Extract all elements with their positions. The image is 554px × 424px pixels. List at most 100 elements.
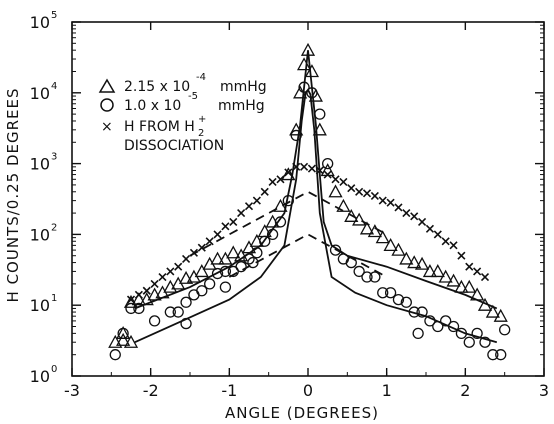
y-tick-exponent: 5 bbox=[51, 10, 57, 21]
y-tick-label: 10 bbox=[30, 296, 50, 315]
data-point-x bbox=[347, 184, 356, 193]
data-point-triangle bbox=[391, 242, 406, 256]
legend-triangle-exponent: -4 bbox=[196, 72, 206, 83]
data-point-circle bbox=[424, 315, 436, 327]
data-point-circle bbox=[266, 228, 279, 241]
data-point-triangle bbox=[344, 208, 359, 222]
data-point-circle bbox=[455, 327, 468, 340]
data-point-circle bbox=[322, 157, 334, 170]
data-point-triangle bbox=[123, 334, 139, 348]
legend-triangle-label: 2.15 x 10 bbox=[124, 79, 190, 95]
legend-circle-exponent: -5 bbox=[188, 91, 198, 102]
data-point-triangle bbox=[470, 287, 485, 301]
data-point-x bbox=[307, 164, 316, 173]
data-point-triangle bbox=[446, 273, 461, 287]
data-point-x bbox=[370, 191, 379, 200]
x-tick-label: 1 bbox=[382, 381, 392, 400]
data-point-x bbox=[213, 230, 222, 239]
data-point-circle bbox=[314, 108, 326, 120]
data-point-x bbox=[205, 237, 214, 246]
data-point-triangle bbox=[308, 88, 323, 102]
x-tick-label: 2 bbox=[460, 381, 470, 400]
x-tick-label: -2 bbox=[143, 381, 159, 400]
legend-triangle-unit: mmHg bbox=[220, 79, 267, 95]
legend-circle-unit: mmHg bbox=[218, 98, 265, 114]
data-point-circle bbox=[274, 216, 287, 228]
data-point-circle bbox=[148, 315, 161, 327]
data-point-triangle bbox=[462, 279, 477, 293]
data-point-triangle bbox=[241, 240, 257, 254]
data-point-circle bbox=[369, 271, 381, 283]
data-point-triangle bbox=[210, 251, 225, 265]
data-point-circle bbox=[400, 296, 412, 308]
data-point-triangle bbox=[116, 332, 131, 346]
legend-x-subscript: 2 bbox=[198, 128, 204, 139]
data-point-circle bbox=[416, 306, 428, 318]
data-point-x bbox=[410, 212, 419, 221]
data-point-circle bbox=[125, 302, 137, 315]
data-point-x bbox=[465, 262, 474, 271]
data-point-triangle bbox=[422, 264, 438, 278]
legend-triangle-marker bbox=[98, 78, 116, 93]
data-point-x bbox=[237, 209, 246, 218]
data-point-x bbox=[355, 187, 364, 196]
data-point-triangle bbox=[493, 308, 508, 322]
data-point-circle bbox=[133, 302, 145, 315]
data-point-circle bbox=[306, 87, 318, 99]
data-point-circle bbox=[117, 327, 129, 340]
data-point-triangle bbox=[273, 198, 288, 212]
legend-x-marker: × bbox=[101, 119, 113, 135]
data-point-x bbox=[134, 290, 143, 299]
data-point-x bbox=[433, 230, 442, 239]
y-tick-label: 10 bbox=[30, 84, 50, 103]
y-tick-label: 10 bbox=[30, 155, 50, 174]
data-point-circle bbox=[463, 336, 475, 348]
data-point-circle bbox=[432, 320, 444, 333]
data-point-circle bbox=[412, 327, 424, 340]
data-point-triangle bbox=[336, 198, 351, 212]
data-point-circle bbox=[180, 296, 192, 308]
data-point-x bbox=[425, 224, 434, 233]
data-point-x bbox=[182, 254, 191, 264]
data-point-triangle bbox=[477, 297, 493, 311]
data-point-circle bbox=[377, 287, 389, 299]
data-point-x bbox=[189, 248, 198, 257]
data-point-triangle bbox=[194, 264, 209, 278]
data-point-circle bbox=[392, 293, 405, 306]
data-point-x bbox=[276, 175, 285, 184]
data-point-circle bbox=[499, 324, 511, 336]
y-tick-exponent: 4 bbox=[51, 81, 57, 92]
data-point-x bbox=[260, 187, 269, 196]
y-tick-exponent: 2 bbox=[51, 222, 57, 233]
data-point-x bbox=[197, 243, 206, 252]
data-point-circle bbox=[259, 235, 271, 247]
data-point-x bbox=[441, 237, 450, 246]
data-point-x bbox=[268, 177, 277, 187]
fit-line bbox=[134, 88, 498, 344]
data-point-circle bbox=[290, 129, 302, 142]
data-point-x bbox=[402, 209, 411, 218]
data-point-triangle bbox=[454, 279, 469, 293]
data-point-triangle bbox=[296, 57, 312, 71]
data-point-x bbox=[378, 196, 387, 205]
data-point-circle bbox=[487, 349, 499, 361]
data-point-x bbox=[315, 166, 324, 175]
data-point-triangle bbox=[399, 251, 414, 265]
data-point-x bbox=[252, 196, 261, 205]
legend-circle-label: 1.0 x 10 bbox=[124, 98, 181, 114]
data-point-circle bbox=[447, 320, 460, 333]
data-point-circle bbox=[219, 265, 232, 278]
data-point-x bbox=[331, 175, 340, 184]
data-point-triangle bbox=[375, 230, 390, 244]
data-point-x bbox=[166, 267, 175, 276]
data-point-x bbox=[386, 198, 395, 207]
data-point-circle bbox=[243, 253, 255, 265]
data-point-triangle bbox=[218, 251, 233, 265]
data-point-triangle bbox=[414, 256, 430, 270]
data-point-triangle bbox=[359, 221, 375, 235]
data-point-triangle bbox=[430, 264, 445, 278]
data-point-circle bbox=[479, 336, 491, 348]
data-point-triangle bbox=[226, 245, 241, 259]
